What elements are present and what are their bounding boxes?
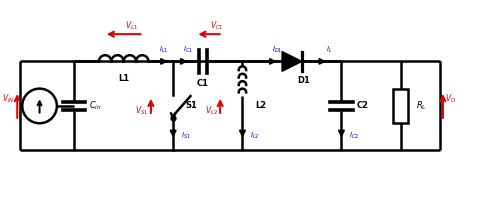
FancyBboxPatch shape <box>394 89 408 123</box>
Text: S1: S1 <box>186 101 197 110</box>
Text: $C_{in}$: $C_{in}$ <box>89 100 102 112</box>
Text: $V_{C1}$: $V_{C1}$ <box>210 19 223 32</box>
Text: $I_{C2}$: $I_{C2}$ <box>349 130 359 141</box>
Text: $I_{S1}$: $I_{S1}$ <box>180 130 191 141</box>
Text: L1: L1 <box>118 74 129 83</box>
Text: D1: D1 <box>297 76 310 85</box>
Text: C2: C2 <box>356 101 368 110</box>
Polygon shape <box>282 52 302 71</box>
Text: $I_{L2}$: $I_{L2}$ <box>250 130 259 141</box>
Text: $R_L$: $R_L$ <box>416 100 426 112</box>
Text: $V_{S1}$: $V_{S1}$ <box>135 105 148 117</box>
Text: $I_{D1}$: $I_{D1}$ <box>272 45 282 56</box>
Text: $V_{L1}$: $V_{L1}$ <box>125 19 138 32</box>
Text: C1: C1 <box>197 79 209 88</box>
Text: $V_{L2}$: $V_{L2}$ <box>204 105 218 117</box>
Text: L2: L2 <box>255 101 266 110</box>
Text: $V_{IN}$: $V_{IN}$ <box>2 92 15 105</box>
Text: $I_{C1}$: $I_{C1}$ <box>183 45 193 56</box>
Text: $I_L$: $I_L$ <box>326 45 332 56</box>
Text: $V_O$: $V_O$ <box>445 92 456 105</box>
Text: $I_{L1}$: $I_{L1}$ <box>158 45 168 56</box>
